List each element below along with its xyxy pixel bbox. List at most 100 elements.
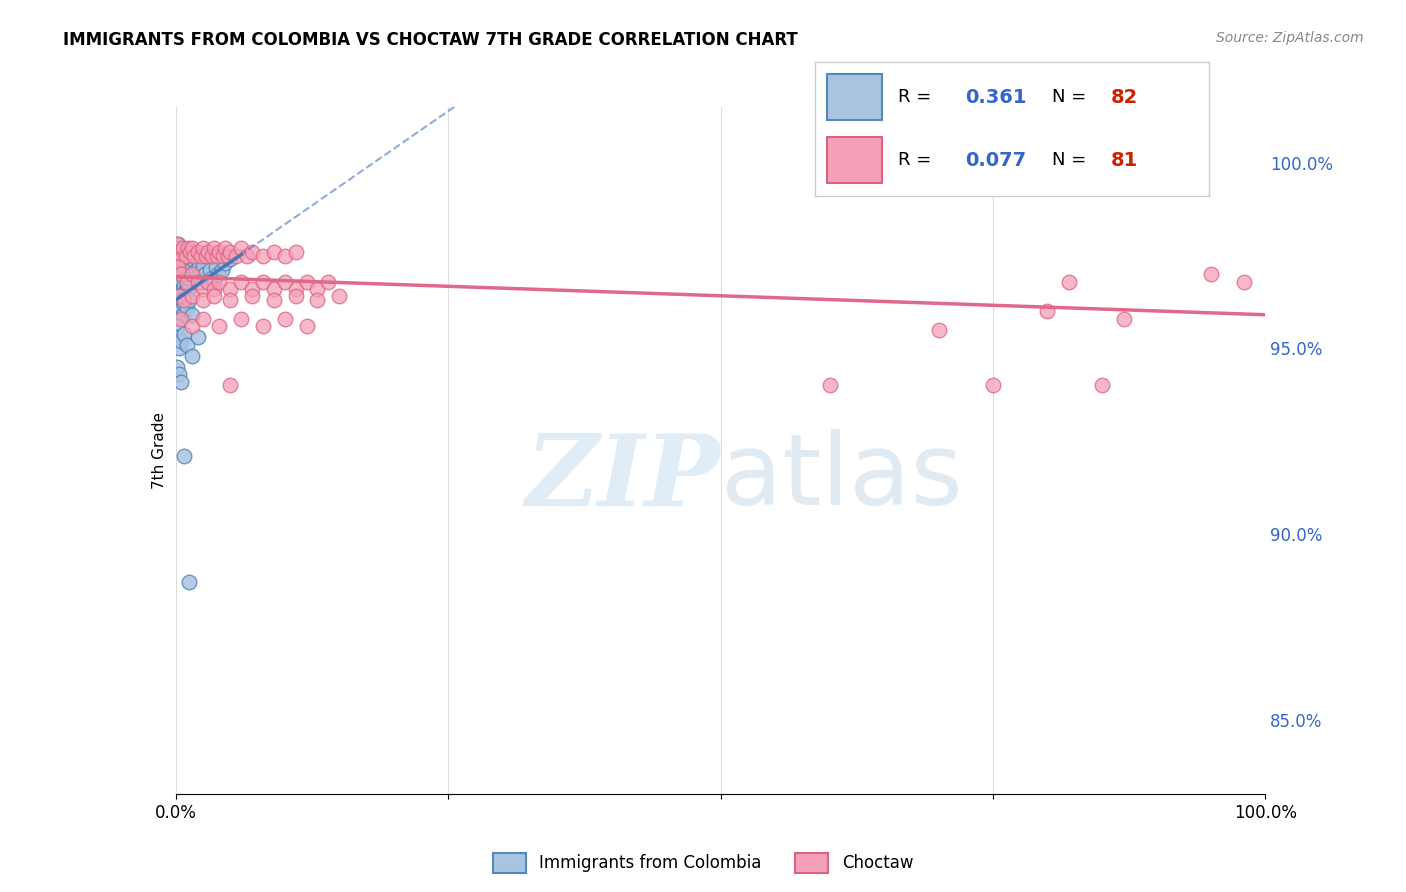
Point (176, 278, 198, 293)
Point (202, 289, 225, 303)
Point (181, 308, 204, 322)
Text: 81: 81 (1111, 151, 1137, 169)
Point (240, 244, 263, 259)
Point (181, 319, 204, 334)
Point (231, 311, 253, 326)
Point (274, 311, 297, 326)
Text: R =: R = (898, 151, 938, 169)
Point (179, 244, 201, 259)
Point (172, 308, 194, 322)
Point (167, 330, 190, 344)
Point (263, 244, 285, 259)
Point (252, 275, 274, 289)
Point (225, 248, 247, 262)
Point (981, 378, 1004, 392)
Point (177, 282, 200, 296)
Point (183, 248, 205, 262)
Point (263, 293, 285, 307)
Point (201, 270, 224, 285)
Point (177, 270, 200, 285)
Point (186, 330, 209, 344)
Point (202, 275, 225, 289)
Point (208, 275, 231, 289)
Point (219, 378, 242, 392)
Point (170, 244, 193, 259)
Point (167, 260, 190, 274)
Point (176, 263, 198, 277)
Point (194, 267, 217, 281)
FancyBboxPatch shape (827, 137, 883, 183)
Point (214, 256, 236, 270)
Point (172, 275, 194, 289)
Point (170, 293, 193, 307)
Point (174, 267, 197, 281)
Point (284, 244, 307, 259)
Point (928, 323, 950, 337)
Point (174, 248, 197, 262)
Point (167, 289, 190, 303)
Point (1144, 163, 1167, 178)
Point (166, 359, 188, 374)
Point (214, 241, 236, 255)
Point (181, 267, 204, 281)
Point (202, 241, 225, 255)
Point (172, 301, 194, 315)
Point (284, 282, 307, 296)
Point (169, 252, 191, 267)
Point (172, 241, 194, 255)
Text: atlas: atlas (721, 429, 962, 526)
Point (201, 248, 224, 262)
Point (181, 267, 204, 281)
Text: IMMIGRANTS FROM COLOMBIA VS CHOCTAW 7TH GRADE CORRELATION CHART: IMMIGRANTS FROM COLOMBIA VS CHOCTAW 7TH … (63, 31, 799, 49)
Point (208, 319, 231, 334)
Point (181, 289, 204, 303)
Point (217, 248, 239, 262)
Point (177, 575, 200, 590)
Point (180, 252, 202, 267)
Point (170, 256, 193, 270)
Point (176, 301, 198, 315)
Point (1091, 378, 1114, 392)
Point (1057, 275, 1080, 289)
Point (167, 297, 190, 311)
Point (219, 282, 242, 296)
Point (186, 275, 209, 289)
Point (191, 311, 214, 326)
Point (252, 319, 274, 334)
Legend: Immigrants from Colombia, Choctaw: Immigrants from Colombia, Choctaw (486, 847, 920, 880)
Point (177, 252, 200, 267)
Point (1232, 275, 1256, 289)
Point (173, 326, 195, 341)
Point (219, 244, 242, 259)
Point (173, 293, 195, 307)
Point (195, 248, 218, 262)
Point (818, 378, 841, 392)
Point (263, 282, 285, 296)
Point (190, 275, 212, 289)
Point (177, 267, 200, 281)
Text: 0.077: 0.077 (965, 151, 1026, 169)
Text: Source: ZipAtlas.com: Source: ZipAtlas.com (1216, 31, 1364, 45)
Point (172, 248, 194, 262)
Point (295, 275, 318, 289)
Point (173, 263, 195, 277)
Point (179, 263, 201, 277)
Point (219, 293, 242, 307)
Point (274, 248, 297, 262)
Point (318, 275, 340, 289)
Point (197, 275, 219, 289)
Point (198, 263, 221, 277)
Point (176, 337, 198, 351)
Point (202, 282, 225, 296)
Point (167, 368, 190, 382)
Point (170, 375, 193, 389)
Point (295, 319, 318, 334)
Point (186, 252, 209, 267)
Point (208, 244, 231, 259)
Point (205, 248, 228, 262)
Point (328, 289, 350, 303)
Point (167, 267, 190, 281)
Point (284, 289, 307, 303)
Point (172, 256, 194, 270)
Text: N =: N = (1052, 151, 1091, 169)
